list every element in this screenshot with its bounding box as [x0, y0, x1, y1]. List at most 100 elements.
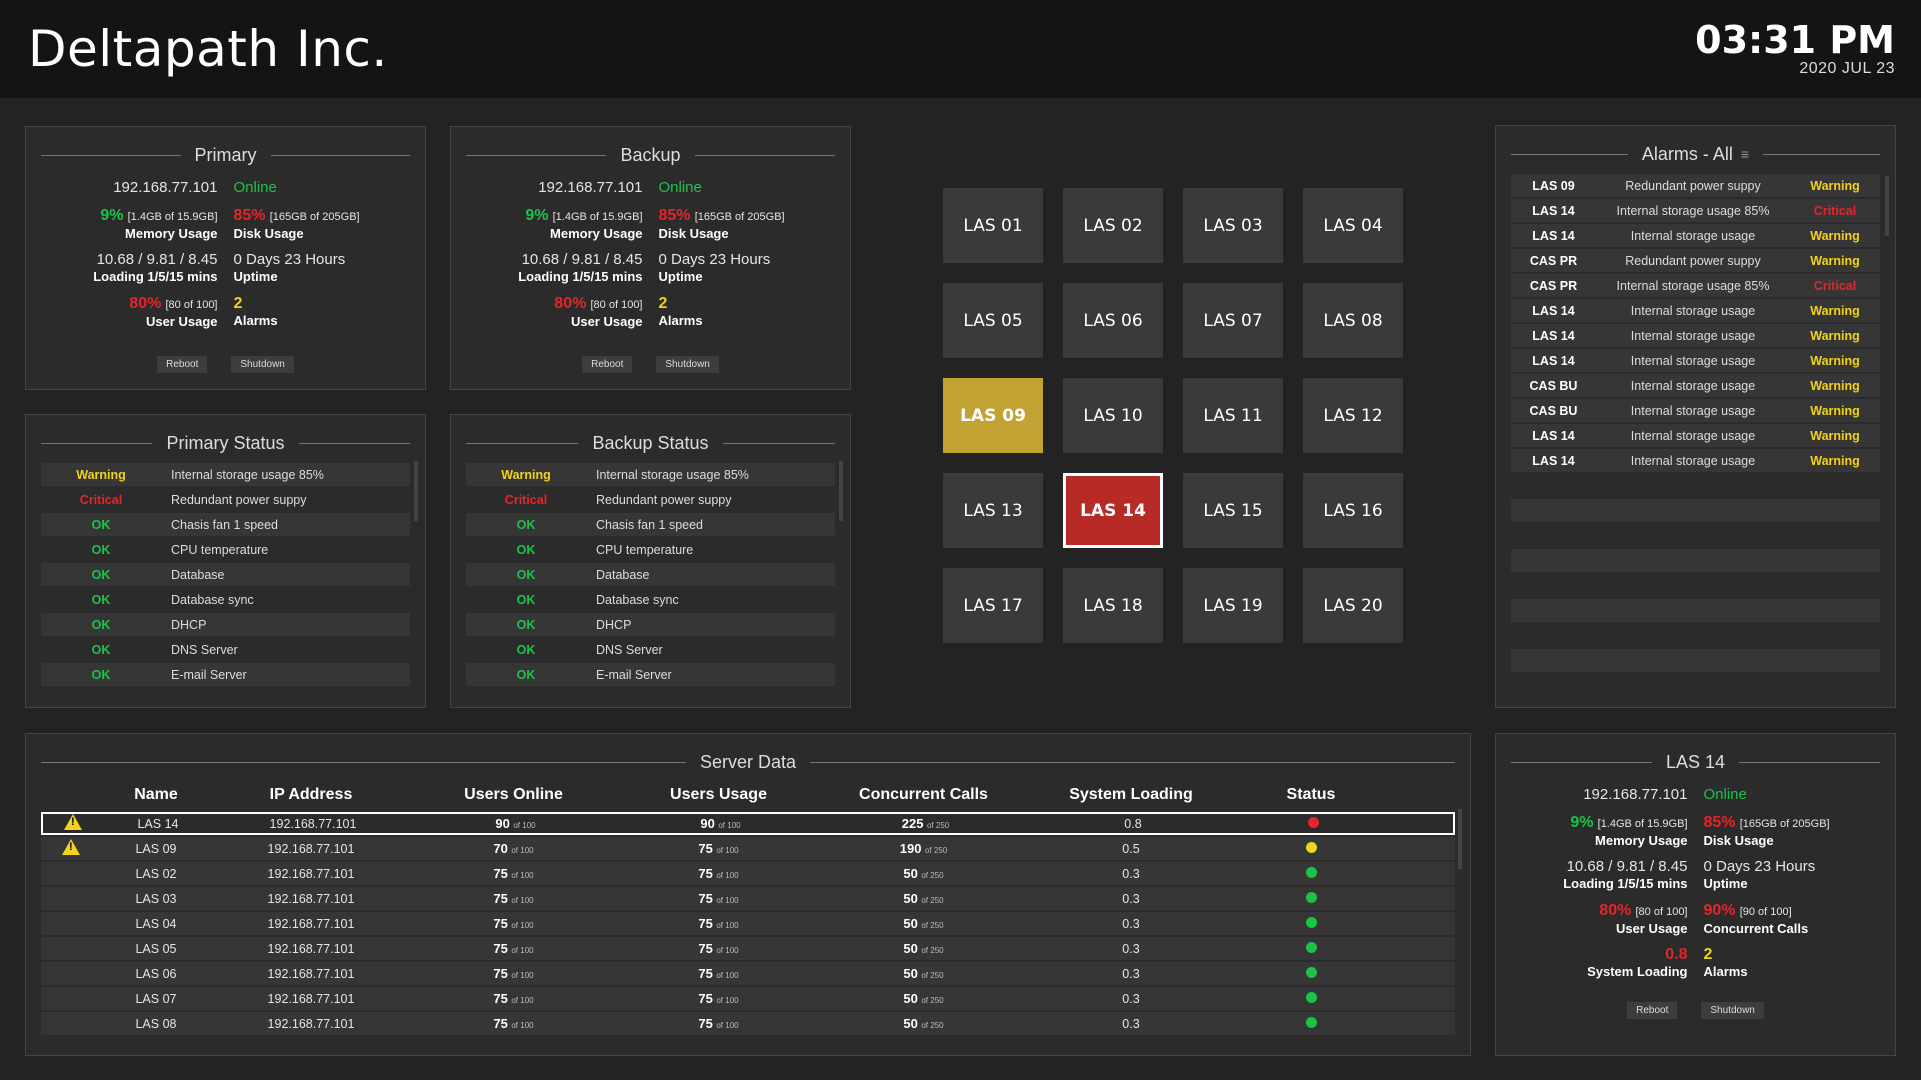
table-row[interactable]: LAS 04 192.168.77.101 75 of 100 75 of 100 50…	[41, 912, 1455, 935]
las-tile[interactable]: LAS 13	[943, 473, 1043, 548]
las-tile[interactable]: LAS 19	[1183, 568, 1283, 643]
las-tile[interactable]: LAS 15	[1183, 473, 1283, 548]
users-usage-max: of 100	[716, 1021, 739, 1030]
alarm-row[interactable]: CAS PR Redundant power suppy Warning	[1511, 249, 1880, 272]
las-tile[interactable]: LAS 18	[1063, 568, 1163, 643]
server-name: LAS 03	[135, 891, 177, 906]
shutdown-button[interactable]: Shutdown	[231, 356, 294, 373]
concurrent-calls-value: 225	[901, 816, 924, 831]
ip-address: 192.168.77.101	[267, 891, 355, 906]
shutdown-button[interactable]: Shutdown	[656, 356, 719, 373]
reboot-button[interactable]: Reboot	[157, 356, 208, 373]
alarm-row[interactable]: LAS 14 Internal storage usage Warning	[1511, 324, 1880, 347]
las-tile[interactable]: LAS 16	[1303, 473, 1403, 548]
users-usage: 75 of 100	[616, 866, 821, 881]
alarm-severity: Warning	[1810, 303, 1860, 318]
las-tile[interactable]: LAS 17	[943, 568, 1043, 643]
alarm-row[interactable]: CAS PR Internal storage usage 85% Critical	[1511, 274, 1880, 297]
users-usage-value: 75	[698, 1016, 713, 1031]
info-cell: 192.168.77.101	[26, 179, 226, 207]
info-label: Alarms	[658, 313, 703, 328]
alarm-message: Internal storage usage	[1630, 228, 1756, 243]
las-tile[interactable]: LAS 10	[1063, 378, 1163, 453]
las-tile[interactable]: LAS 07	[1183, 283, 1283, 358]
alarm-server: CAS PR	[1529, 278, 1578, 293]
alarm-row-empty	[1511, 499, 1880, 522]
users-usage-value: 75	[698, 966, 713, 981]
status-row: OK DNS Server	[466, 638, 835, 661]
las-tile[interactable]: LAS 11	[1183, 378, 1283, 453]
users-usage: 75 of 100	[616, 966, 821, 981]
las-tile[interactable]: LAS 01	[943, 188, 1043, 263]
las-tile[interactable]: LAS 02	[1063, 188, 1163, 263]
info-cell: 80% [80 of 100] User Usage	[26, 295, 226, 339]
las-tile[interactable]: LAS 05	[943, 283, 1043, 358]
alarm-row[interactable]: CAS BU Internal storage usage Warning	[1511, 399, 1880, 422]
alarm-row[interactable]: LAS 14 Internal storage usage 85% Critical	[1511, 199, 1880, 222]
concurrent-calls: 190 of 250	[821, 841, 1026, 856]
las-tile[interactable]: LAS 06	[1063, 283, 1163, 358]
user-usage-detail: [80 of 100]	[165, 299, 218, 311]
users-usage-value: 75	[698, 841, 713, 856]
las-tile[interactable]: LAS 08	[1303, 283, 1403, 358]
table-row[interactable]: LAS 08 192.168.77.101 75 of 100 75 of 100 50…	[41, 1012, 1455, 1035]
scrollbar[interactable]	[1458, 809, 1462, 869]
scrollbar[interactable]	[1885, 176, 1889, 236]
info-value: 0 Days 23 Hours	[234, 251, 426, 269]
las-tile[interactable]: LAS 03	[1183, 188, 1283, 263]
table-row[interactable]: LAS 02 192.168.77.101 75 of 100 75 of 100 50…	[41, 862, 1455, 885]
status-message: E-mail Server	[596, 667, 672, 682]
table-row[interactable]: LAS 06 192.168.77.101 75 of 100 75 of 100 50…	[41, 962, 1455, 985]
las-tile[interactable]: LAS 04	[1303, 188, 1403, 263]
users-online-value: 90	[495, 816, 510, 831]
las-tile[interactable]: LAS 14	[1063, 473, 1163, 548]
scrollbar[interactable]	[839, 461, 843, 521]
user-usage-percent: 80%	[554, 295, 587, 312]
filter-menu-icon[interactable]: ≡	[1740, 146, 1750, 162]
alarm-server: LAS 14	[1532, 228, 1575, 243]
clock: 03:31 PM 2020 JUL 23	[1695, 20, 1895, 78]
reboot-button[interactable]: Reboot	[1627, 1002, 1678, 1019]
table-row[interactable]: LAS 05 192.168.77.101 75 of 100 75 of 100 50…	[41, 937, 1455, 960]
alarm-server: CAS PR	[1529, 253, 1578, 268]
divider	[1739, 761, 1881, 763]
users-online-value: 75	[493, 891, 508, 906]
alarm-row[interactable]: LAS 14 Internal storage usage Warning	[1511, 224, 1880, 247]
alarm-row[interactable]: LAS 09 Redundant power suppy Warning	[1511, 174, 1880, 197]
system-loading: 0.3	[1122, 966, 1140, 981]
users-usage-max: of 100	[716, 896, 739, 905]
alarm-severity: Warning	[1810, 178, 1860, 193]
alarm-severity: Warning	[1810, 253, 1860, 268]
status-cell	[1236, 891, 1386, 906]
alarm-row[interactable]: LAS 14 Internal storage usage Warning	[1511, 424, 1880, 447]
ip-address: 192.168.77.101	[1583, 786, 1688, 803]
info-label: Memory Usage	[125, 226, 218, 241]
scrollbar[interactable]	[414, 461, 418, 521]
status-dot-icon	[1305, 966, 1317, 978]
concurrent-calls-max: of 250	[921, 871, 944, 880]
alarm-row[interactable]: LAS 14 Internal storage usage Warning	[1511, 299, 1880, 322]
table-row[interactable]: LAS 07 192.168.77.101 75 of 100 75 of 100 50…	[41, 987, 1455, 1010]
alarm-row-empty	[1511, 649, 1880, 672]
info-row: 80% [80 of 100] User Usage 90% [90 of 100]…	[1496, 902, 1895, 946]
status-row: OK DHCP	[466, 613, 835, 636]
alarm-row[interactable]: CAS BU Internal storage usage Warning	[1511, 374, 1880, 397]
ip-address: 192.168.77.101	[267, 841, 355, 856]
system-loading: 0.8	[1124, 816, 1142, 831]
alarm-severity: Warning	[1810, 428, 1860, 443]
ip-address: 192.168.77.101	[113, 179, 218, 196]
concurrent-calls: 50 of 250	[821, 966, 1026, 981]
users-online-value: 70	[493, 841, 508, 856]
las-tile[interactable]: LAS 20	[1303, 568, 1403, 643]
concurrent-calls: 225 of 250	[823, 816, 1028, 831]
shutdown-button[interactable]: Shutdown	[1701, 1002, 1764, 1019]
alarm-row[interactable]: LAS 14 Internal storage usage Warning	[1511, 449, 1880, 472]
las-tile[interactable]: LAS 12	[1303, 378, 1403, 453]
table-row[interactable]: LAS 03 192.168.77.101 75 of 100 75 of 100 50…	[41, 887, 1455, 910]
las-tile[interactable]: LAS 09	[943, 378, 1043, 453]
alarm-row[interactable]: LAS 14 Internal storage usage Warning	[1511, 349, 1880, 372]
reboot-button[interactable]: Reboot	[582, 356, 633, 373]
concurrent-calls-max: of 250	[921, 896, 944, 905]
